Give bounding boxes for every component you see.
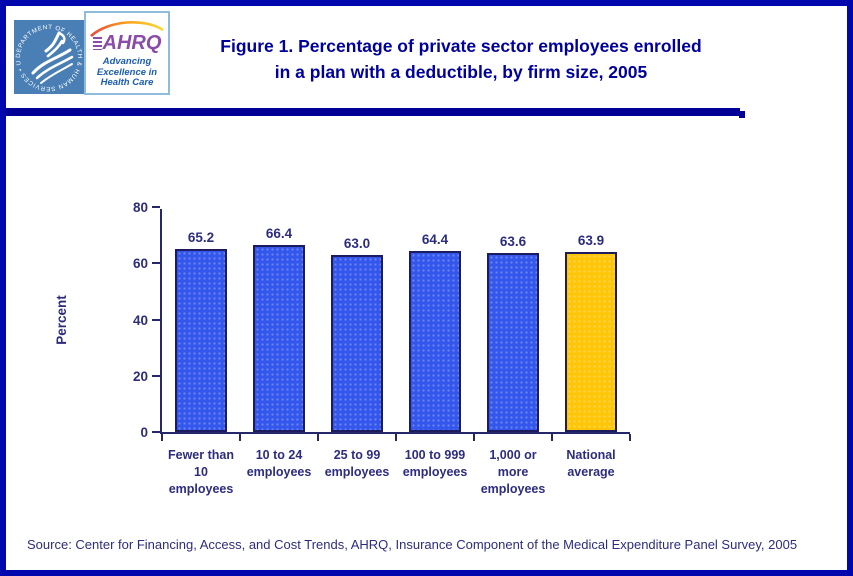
figure-title: Figure 1. Percentage of private sector e…: [176, 33, 746, 85]
ahrq-wordmark: AHRQ: [92, 32, 162, 55]
bar-value-label: 65.2: [187, 230, 215, 245]
y-tick-mark: [152, 431, 160, 433]
bar-value-label: 64.4: [421, 232, 449, 247]
y-tick-label: 80: [132, 200, 148, 215]
figure-title-line2: in a plan with a deductible, by firm siz…: [274, 62, 648, 82]
bar-value-label: 66.4: [265, 226, 293, 241]
y-tick-label: 0: [140, 425, 148, 440]
ahrq-tagline-line3: Health Care: [100, 77, 154, 88]
y-axis-title: Percent: [54, 295, 69, 345]
header-divider: [6, 108, 745, 118]
ahrq-tagline-line1: Advancing: [102, 56, 152, 67]
hhs-logo: DEPARTMENT OF HEALTH & HUMAN SERVICES • …: [12, 15, 84, 94]
hhs-ahrq-logo: DEPARTMENT OF HEALTH & HUMAN SERVICES • …: [12, 11, 170, 95]
figure-title-line1: Figure 1. Percentage of private sector e…: [220, 36, 702, 56]
bar-slot: 64.4: [396, 207, 474, 432]
ahrq-swoosh-icon: [90, 21, 164, 37]
bar: [409, 251, 461, 432]
hhs-seal-icon: DEPARTMENT OF HEALTH & HUMAN SERVICES • …: [12, 15, 84, 94]
ahrq-acronym: AHRQ: [102, 32, 162, 54]
ahrq-logo: AHRQ Advancing Excellence in Health Care: [84, 11, 170, 95]
x-category-label: 100 to 999 employees: [402, 448, 468, 479]
y-tick-mark: [152, 318, 160, 321]
y-tick-mark: [152, 262, 160, 265]
bar: [253, 245, 305, 432]
bar-slot: 65.2: [162, 207, 240, 432]
y-tick-mark: [152, 206, 160, 208]
x-tick-mark: [161, 434, 163, 441]
ahrq-tagline: Advancing Excellence in Health Care: [96, 56, 158, 89]
x-tick-mark: [317, 434, 319, 441]
bar-value-label: 63.9: [577, 233, 605, 248]
y-tick-label: 40: [132, 312, 148, 328]
x-tick-mark: [395, 434, 397, 441]
x-category-label: Fewer than 10 employees: [168, 448, 234, 496]
bar: [175, 249, 227, 432]
x-tick-mark: [629, 434, 631, 441]
x-category-label: 10 to 24 employees: [246, 448, 312, 479]
bar: [331, 255, 383, 432]
bar-slot: 63.0: [318, 207, 396, 432]
plot-area: 65.2 66.4 63.0 64.4 63.6 63.9 0 20 40 60 80: [133, 200, 631, 441]
bar-value-label: 63.6: [499, 234, 527, 249]
x-axis-labels: Fewer than 10 employees 10 to 24 employees 2…: [162, 447, 630, 498]
source-note: Source: Center for Financing, Access, an…: [27, 537, 798, 552]
x-category-label: National average: [566, 448, 616, 479]
y-tick-label: 20: [132, 368, 148, 384]
bars-row: 65.2 66.4 63.0 64.4 63.6 63.9: [162, 207, 630, 432]
x-tick-mark: [239, 434, 241, 441]
bar-slot: 63.9: [552, 207, 630, 432]
bar-slot: 63.6: [474, 207, 552, 432]
x-category-label: 1,000 or more employees: [480, 448, 546, 496]
y-tick-mark: [152, 374, 160, 377]
y-tick-label: 60: [132, 256, 148, 272]
ahrq-tagline-line2: Excellence in: [96, 66, 158, 78]
x-tick-mark: [473, 434, 475, 441]
bar: [487, 253, 539, 432]
bar-slot: 66.4: [240, 207, 318, 432]
bar-value-label: 63.0: [343, 236, 371, 251]
ahrq-speedlines-icon: [92, 37, 102, 50]
x-tick-mark: [551, 434, 553, 441]
hhs-eagle-icon: [31, 31, 74, 84]
x-category-label: 25 to 99 employees: [324, 448, 390, 479]
bar: [565, 252, 617, 432]
